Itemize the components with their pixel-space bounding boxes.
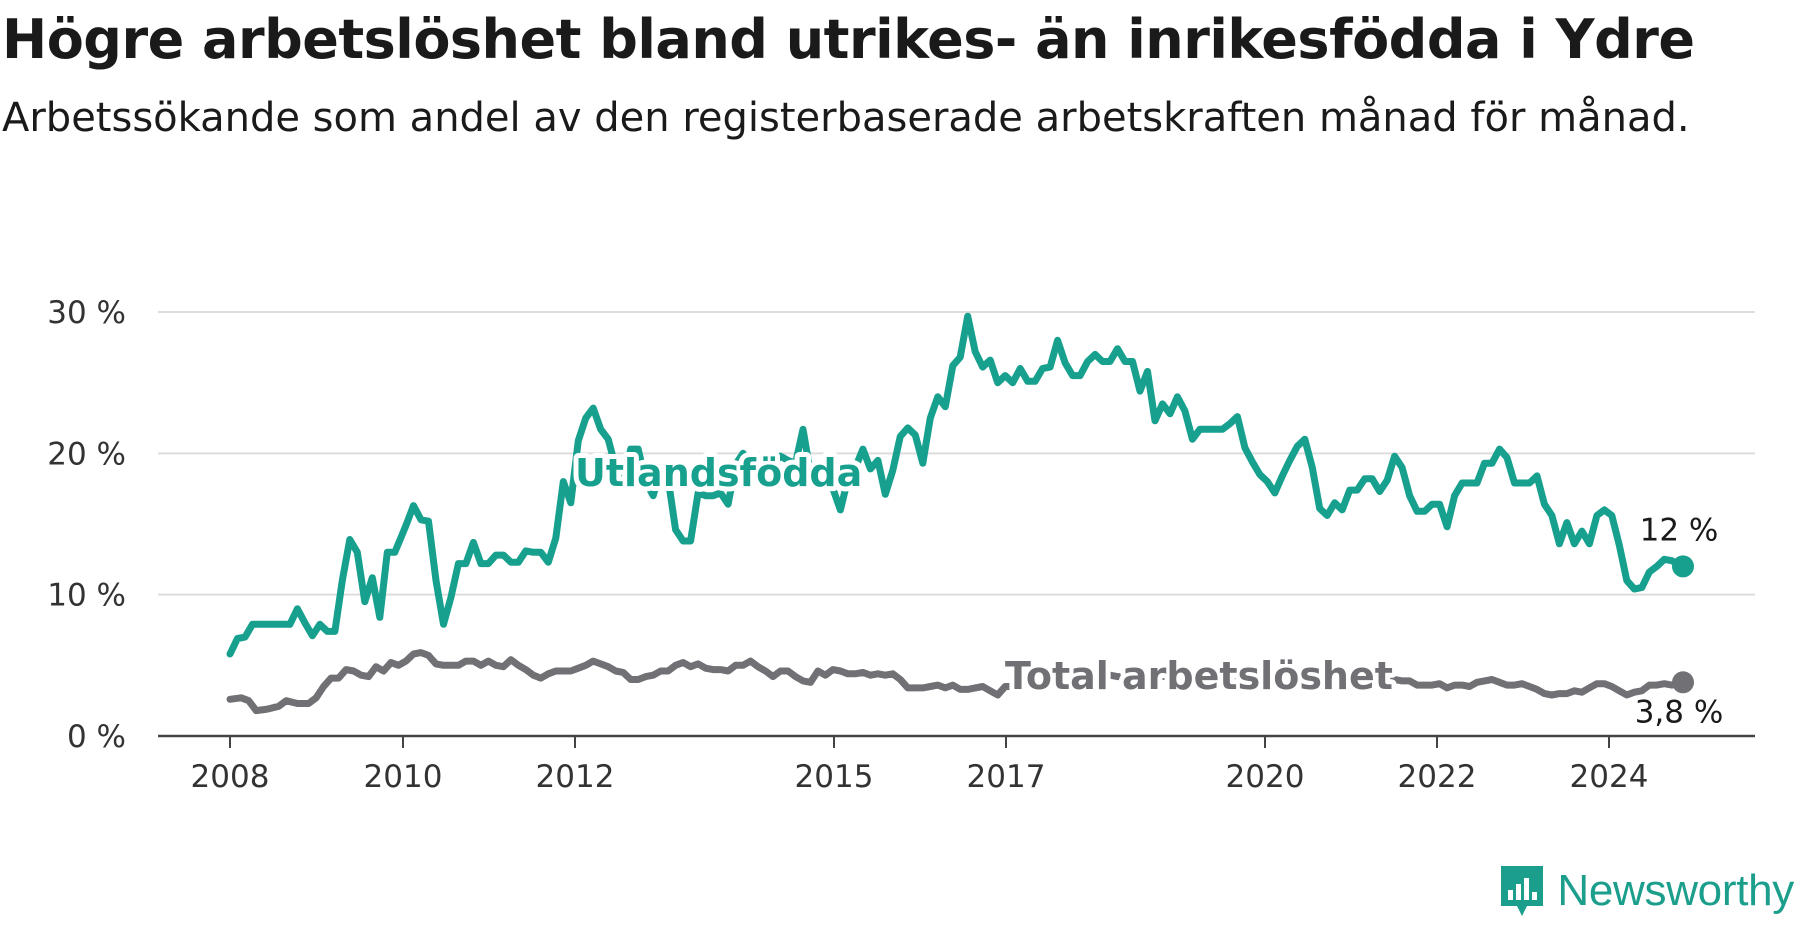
newsworthy-brand: Newsworthy xyxy=(1497,862,1794,920)
y-tick-label: 30 % xyxy=(47,295,126,331)
end-label-utlandsfodda: 12 % xyxy=(1640,512,1719,548)
y-tick-label: 0 % xyxy=(67,719,126,755)
x-tick-label: 2012 xyxy=(536,759,615,795)
x-tick-label: 2024 xyxy=(1570,759,1649,795)
series-line-utlandsfodda xyxy=(226,312,1687,658)
end-point-utlandsfodda xyxy=(1672,555,1694,578)
series-line-total xyxy=(226,649,1687,715)
brand-name: Newsworthy xyxy=(1557,866,1794,915)
series-label-total: Total arbetslöshet xyxy=(1005,654,1393,698)
gridlines xyxy=(158,311,1755,596)
chart-subtitle: Arbetssökande som andel av den registerb… xyxy=(2,95,1690,141)
end-point-total xyxy=(1672,671,1694,694)
x-tick-label: 2022 xyxy=(1398,759,1477,795)
series-lines xyxy=(226,312,1694,715)
chart-title: Högre arbetslöshet bland utrikes- än inr… xyxy=(2,8,1695,71)
newsworthy-logo-icon xyxy=(1501,866,1544,916)
series-label-utlandsfodda: Utlandsfödda xyxy=(575,451,862,495)
series-label-halo-utlandsfodda: Utlandsfödda xyxy=(575,451,862,495)
series-label-halo-total: Total arbetslöshet xyxy=(1005,654,1393,698)
x-tick-label: 2015 xyxy=(795,759,874,795)
x-axis: 2008 2010 2012 2015 2017 2020 2022 2024 xyxy=(158,734,1755,795)
end-label-total: 3,8 % xyxy=(1635,694,1724,730)
x-tick-label: 2020 xyxy=(1226,759,1305,795)
y-tick-label: 20 % xyxy=(47,436,126,472)
y-tick-label: 10 % xyxy=(47,578,126,614)
x-tick-label: 2008 xyxy=(191,759,270,795)
x-tick-label: 2017 xyxy=(967,759,1046,795)
x-tick-label: 2010 xyxy=(364,759,443,795)
y-axis-ticks: 0 % 10 % 20 % 30 % xyxy=(47,295,126,755)
